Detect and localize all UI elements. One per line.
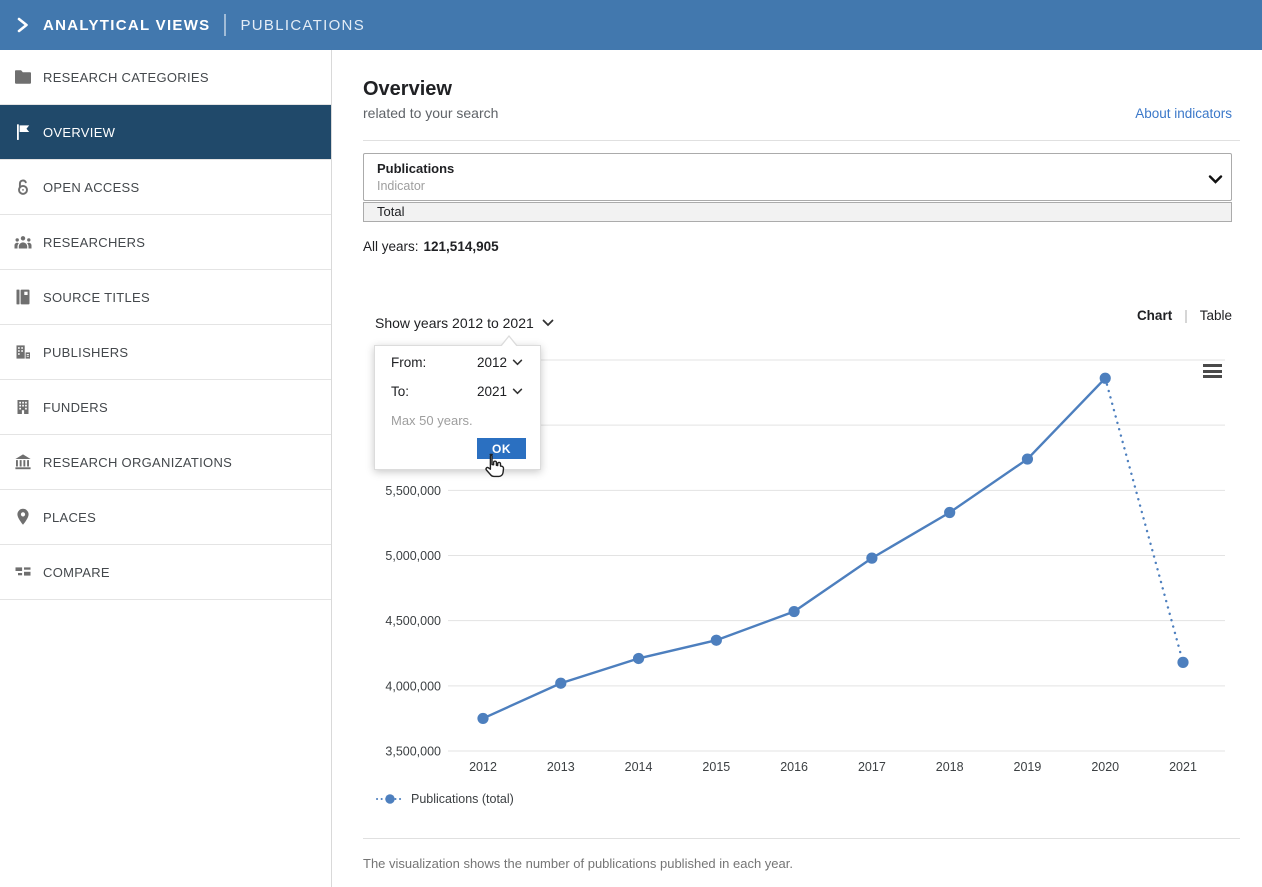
map-pin-icon bbox=[12, 506, 34, 528]
building-icon bbox=[12, 396, 34, 418]
topbar-section-label: PUBLICATIONS bbox=[240, 17, 365, 34]
year-range-popup: From: 2012 To: 2021 Max 50 years. OK bbox=[374, 345, 541, 470]
svg-text:2013: 2013 bbox=[547, 760, 575, 774]
open-access-icon bbox=[12, 176, 34, 198]
legend-label: Publications (total) bbox=[411, 792, 514, 806]
people-icon bbox=[12, 231, 34, 253]
show-years-control[interactable]: Show years 2012 to 2021 bbox=[375, 315, 554, 331]
to-label: To: bbox=[391, 384, 409, 399]
svg-text:2019: 2019 bbox=[1014, 760, 1042, 774]
sidebar-item-source-titles[interactable]: SOURCE TITLES bbox=[0, 270, 331, 325]
legend-marker-icon bbox=[376, 793, 404, 805]
all-years-label: All years: bbox=[363, 239, 419, 254]
svg-text:5,000,000: 5,000,000 bbox=[385, 549, 441, 563]
svg-text:2018: 2018 bbox=[936, 760, 964, 774]
show-years-label: Show years 2012 to 2021 bbox=[375, 315, 534, 331]
chart-caption: The visualization shows the number of pu… bbox=[363, 856, 793, 871]
indicator-option-total[interactable]: Total bbox=[363, 202, 1232, 222]
sidebar-item-label: SOURCE TITLES bbox=[43, 290, 150, 305]
sidebar-item-label: OVERVIEW bbox=[43, 125, 115, 140]
hand-cursor-icon bbox=[481, 452, 507, 482]
svg-text:2017: 2017 bbox=[858, 760, 886, 774]
page-title: Overview bbox=[363, 78, 452, 101]
to-year-value: 2021 bbox=[477, 384, 507, 399]
sidebar-item-label: RESEARCH CATEGORIES bbox=[43, 70, 209, 85]
chevron-down-icon bbox=[512, 388, 523, 395]
folder-icon bbox=[12, 66, 34, 88]
chevron-down-icon bbox=[1208, 171, 1223, 189]
sidebar-item-research-categories[interactable]: RESEARCH CATEGORIES bbox=[0, 50, 331, 105]
sidebar-item-label: COMPARE bbox=[43, 565, 110, 580]
indicator-subtitle: Indicator bbox=[377, 179, 425, 193]
sidebar: RESEARCH CATEGORIES OVERVIEW OPEN ACCESS RE… bbox=[0, 50, 332, 887]
svg-text:2015: 2015 bbox=[702, 760, 730, 774]
chevron-down-icon bbox=[542, 319, 554, 327]
tab-chart[interactable]: Chart bbox=[1137, 308, 1172, 323]
sidebar-item-overview[interactable]: OVERVIEW bbox=[0, 105, 331, 160]
sidebar-item-researchers[interactable]: RESEARCHERS bbox=[0, 215, 331, 270]
sidebar-item-label: FUNDERS bbox=[43, 400, 108, 415]
chevron-right-icon[interactable] bbox=[16, 17, 29, 33]
max-years-note: Max 50 years. bbox=[391, 413, 473, 428]
chevron-down-icon bbox=[512, 359, 523, 366]
sidebar-item-places[interactable]: PLACES bbox=[0, 490, 331, 545]
tab-table[interactable]: Table bbox=[1200, 308, 1232, 323]
from-year-select[interactable]: 2012 bbox=[477, 355, 523, 370]
about-indicators-link[interactable]: About indicators bbox=[1135, 106, 1232, 121]
topbar-divider bbox=[224, 14, 226, 36]
all-years-value: 121,514,905 bbox=[424, 239, 499, 254]
toggle-divider: | bbox=[1184, 308, 1188, 323]
chart-legend: Publications (total) bbox=[376, 792, 514, 806]
sidebar-item-compare[interactable]: COMPARE bbox=[0, 545, 331, 600]
svg-text:5,500,000: 5,500,000 bbox=[385, 484, 441, 498]
from-label: From: bbox=[391, 355, 426, 370]
svg-text:3,500,000: 3,500,000 bbox=[385, 745, 441, 759]
all-years-summary: All years: 121,514,905 bbox=[363, 239, 499, 254]
flag-icon bbox=[12, 121, 34, 143]
sidebar-item-research-organizations[interactable]: RESEARCH ORGANIZATIONS bbox=[0, 435, 331, 490]
sidebar-item-label: OPEN ACCESS bbox=[43, 180, 140, 195]
page-subtitle: related to your search bbox=[363, 105, 498, 121]
journal-icon bbox=[12, 286, 34, 308]
chart-table-toggle: Chart | Table bbox=[1137, 308, 1232, 323]
content-divider bbox=[363, 838, 1240, 839]
app-title: ANALYTICAL VIEWS bbox=[43, 17, 210, 34]
svg-text:4,500,000: 4,500,000 bbox=[385, 614, 441, 628]
sidebar-item-open-access[interactable]: OPEN ACCESS bbox=[0, 160, 331, 215]
sidebar-item-label: PLACES bbox=[43, 510, 96, 525]
svg-text:2016: 2016 bbox=[780, 760, 808, 774]
svg-text:2021: 2021 bbox=[1169, 760, 1197, 774]
svg-text:4,000,000: 4,000,000 bbox=[385, 679, 441, 693]
indicator-title: Publications bbox=[377, 161, 454, 176]
topbar: ANALYTICAL VIEWS PUBLICATIONS bbox=[0, 0, 1262, 50]
to-year-select[interactable]: 2021 bbox=[477, 384, 523, 399]
svg-text:2014: 2014 bbox=[625, 760, 653, 774]
header-divider bbox=[363, 140, 1240, 141]
from-year-value: 2012 bbox=[477, 355, 507, 370]
publisher-building-icon bbox=[12, 341, 34, 363]
sidebar-item-label: RESEARCHERS bbox=[43, 235, 145, 250]
sidebar-item-label: PUBLISHERS bbox=[43, 345, 128, 360]
bank-icon bbox=[12, 451, 34, 473]
sidebar-item-publishers[interactable]: PUBLISHERS bbox=[0, 325, 331, 380]
sidebar-item-label: RESEARCH ORGANIZATIONS bbox=[43, 455, 232, 470]
svg-text:2012: 2012 bbox=[469, 760, 497, 774]
svg-text:2020: 2020 bbox=[1091, 760, 1119, 774]
indicator-select[interactable]: Publications Indicator bbox=[363, 153, 1232, 201]
compare-blocks-icon bbox=[12, 561, 34, 583]
sidebar-item-funders[interactable]: FUNDERS bbox=[0, 380, 331, 435]
